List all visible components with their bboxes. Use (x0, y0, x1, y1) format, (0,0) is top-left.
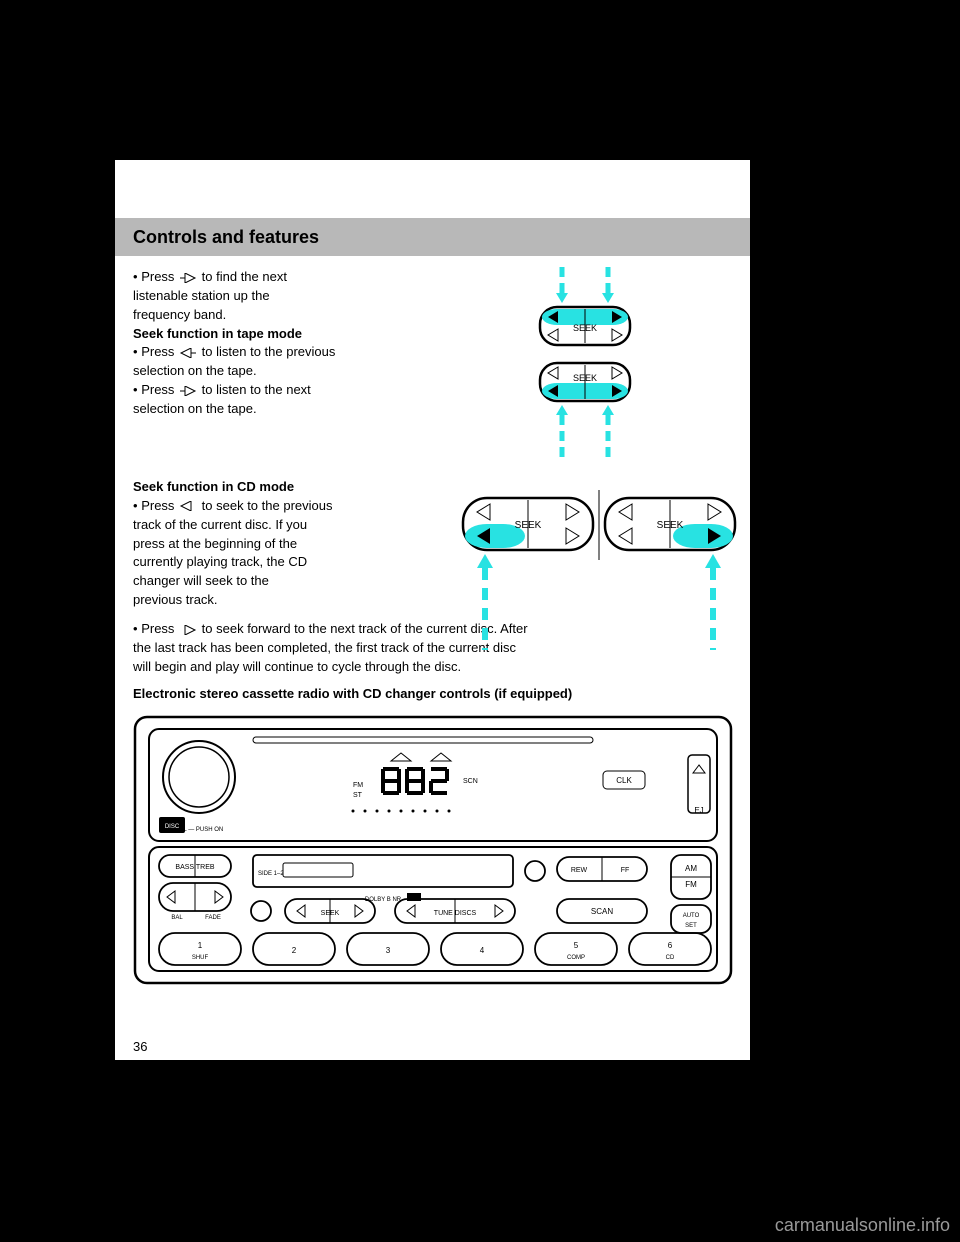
para-block-2a: Seek function in CD mode • Press to seek… (133, 478, 443, 610)
ej-label: EJ (694, 806, 703, 815)
svg-text:2: 2 (292, 946, 297, 955)
bullet: • (133, 498, 138, 513)
svg-text:1: 1 (198, 941, 203, 950)
autoset-label2: SET (685, 923, 697, 929)
section-title: Controls and features (133, 227, 319, 248)
txt: frequency band. (133, 307, 226, 322)
fm-label: FM (685, 880, 697, 889)
txt: press at the beginning of the (133, 536, 297, 551)
right-triangle-icon (178, 273, 198, 283)
disc-label: DISC (165, 824, 180, 830)
txt: Seek function in tape mode (133, 326, 302, 341)
txt: selection on the tape. (133, 401, 257, 416)
txt: changer will seek to the (133, 573, 269, 588)
watermark: carmanualsonline.info (775, 1215, 950, 1236)
preset-buttons: 1 SHUF 2 3 4 5 COMP 6 CD (159, 933, 711, 965)
page-number: 36 (133, 1039, 147, 1054)
txt: Press (141, 621, 174, 636)
txt: Seek function in CD mode (133, 479, 294, 494)
svg-text:5: 5 (574, 941, 579, 950)
side12-label: SIDE 1–2 (258, 871, 284, 877)
ff-label: FF (621, 867, 630, 874)
txt: Press (141, 269, 174, 284)
para-block-1: • Press to find the next listenable stat… (133, 268, 443, 419)
left-triangle-icon (178, 501, 198, 511)
seek-diagram-side: SEEK SEEK (455, 490, 745, 660)
scan-label: SCAN (591, 907, 613, 916)
txt: selection on the tape. (133, 363, 257, 378)
manual-page: Controls and features • Press to find th… (115, 160, 750, 1060)
txt: to listen to the previous (202, 344, 336, 359)
right-triangle-icon (178, 386, 198, 396)
txt: track of the current disc. If you (133, 517, 307, 532)
radio-faceplate: VOL — PUSH ON DISC FM ST (133, 715, 733, 985)
scn-label: SCN (463, 778, 478, 785)
txt: previous track. (133, 592, 218, 607)
txt: listenable station up the (133, 288, 270, 303)
autoset-label: AUTO (683, 913, 700, 919)
txt: will begin and play will continue to cyc… (133, 659, 461, 674)
left-triangle-icon (178, 348, 198, 358)
frequency-display (381, 767, 449, 795)
svg-text:SHUF: SHUF (192, 955, 209, 961)
txt: Press (141, 382, 174, 397)
svg-text:6: 6 (668, 941, 673, 950)
txt: to find the next (202, 269, 287, 284)
txt: to listen to the next (202, 382, 311, 397)
svg-text:3: 3 (386, 946, 391, 955)
fm-label: FM (353, 782, 363, 789)
svg-text:4: 4 (480, 946, 485, 955)
seek-diagram-stacked: SEEK SEEK (530, 265, 660, 485)
right-triangle-icon (178, 625, 198, 635)
rew-label: REW (571, 867, 588, 874)
subsection-heading: Electronic stereo cassette radio with CD… (133, 685, 733, 704)
bullet: • (133, 621, 138, 636)
clk-label: CLK (616, 776, 632, 785)
bullet: • (133, 382, 138, 397)
txt: to seek to the previous (202, 498, 333, 513)
txt: currently playing track, the CD (133, 554, 307, 569)
svg-text:COMP: COMP (567, 955, 585, 961)
am-label: AM (685, 864, 697, 873)
bullet: • (133, 344, 138, 359)
txt: Press (141, 498, 174, 513)
st-label: ST (353, 792, 363, 799)
svg-text:CD: CD (666, 955, 675, 961)
section-header: Controls and features (115, 218, 750, 256)
bullet: • (133, 269, 138, 284)
txt: Press (141, 344, 174, 359)
fade-label: FADE (205, 915, 221, 921)
bal-label: BAL (171, 915, 183, 921)
